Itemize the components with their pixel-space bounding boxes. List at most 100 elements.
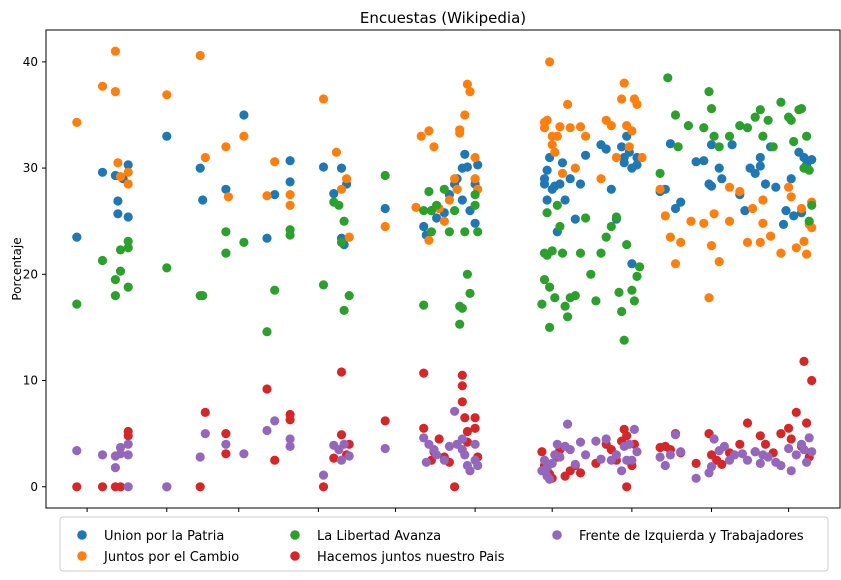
- data-point: [807, 200, 817, 210]
- data-point: [72, 299, 82, 309]
- data-point: [632, 271, 642, 281]
- legend: Union por la Patria Juntos por el Cambio L…: [59, 516, 829, 572]
- data-point: [799, 236, 809, 246]
- data-point: [565, 174, 575, 184]
- data-point: [735, 121, 745, 131]
- y-axis-label: Porcentaje: [10, 237, 24, 300]
- data-point: [115, 449, 126, 459]
- data-point: [457, 303, 467, 313]
- data-point: [542, 208, 552, 218]
- data-point: [457, 397, 467, 407]
- data-point: [789, 136, 799, 147]
- data-point: [123, 439, 133, 449]
- data-point: [706, 181, 717, 191]
- data-point: [537, 299, 547, 309]
- data-point: [724, 131, 735, 141]
- data-point: [655, 452, 665, 462]
- data-point: [706, 462, 717, 472]
- data-point: [419, 423, 429, 433]
- data-point: [683, 121, 694, 131]
- data-point: [123, 243, 133, 253]
- data-point: [331, 147, 341, 157]
- data-point: [727, 140, 737, 150]
- data-point: [596, 454, 606, 464]
- data-point: [110, 46, 120, 56]
- data-point: [704, 293, 714, 303]
- data-point: [606, 121, 616, 131]
- plot-frame: [45, 29, 841, 509]
- legend-label: Frente de Izquierda y Trabajadores: [579, 529, 804, 544]
- data-point: [123, 450, 133, 460]
- legend-label: Union por la Patria: [104, 529, 224, 544]
- data-point: [424, 186, 434, 197]
- data-point: [221, 429, 231, 439]
- data-point: [470, 439, 480, 449]
- data-point: [606, 184, 616, 194]
- data-point: [676, 237, 686, 247]
- data-point: [763, 115, 773, 125]
- data-point: [336, 184, 347, 194]
- data-point: [380, 416, 390, 426]
- data-point: [336, 237, 347, 247]
- data-point: [627, 259, 637, 269]
- data-point: [557, 248, 568, 258]
- data-point: [804, 216, 814, 226]
- data-point: [663, 73, 673, 83]
- data-point: [432, 200, 442, 210]
- data-point: [465, 288, 475, 298]
- data-point: [563, 312, 573, 322]
- data-point: [655, 184, 665, 194]
- data-point: [473, 160, 483, 170]
- y-tick-label: 10: [23, 374, 38, 388]
- data-point: [239, 110, 249, 120]
- data-point: [285, 434, 295, 444]
- data-point: [570, 291, 580, 301]
- data-point: [611, 152, 622, 163]
- data-point: [123, 282, 133, 292]
- data-point: [557, 168, 568, 178]
- data-point: [735, 186, 745, 197]
- data-point: [419, 368, 429, 378]
- data-point: [719, 441, 730, 451]
- plot-area: [72, 46, 817, 492]
- data-point: [660, 460, 670, 471]
- data-point: [627, 126, 637, 136]
- data-point: [740, 206, 750, 216]
- data-point: [614, 287, 624, 297]
- data-point: [329, 189, 339, 199]
- data-point: [622, 431, 632, 441]
- data-point: [796, 104, 807, 114]
- data-point: [545, 322, 555, 332]
- data-point: [601, 144, 611, 154]
- data-point: [617, 306, 627, 317]
- data-point: [115, 266, 126, 276]
- data-point: [665, 139, 676, 149]
- data-point: [784, 182, 794, 192]
- data-point: [629, 296, 640, 306]
- data-point: [470, 413, 480, 423]
- data-point: [542, 115, 552, 125]
- data-point: [221, 227, 231, 237]
- data-point: [786, 434, 796, 444]
- data-point: [717, 174, 727, 184]
- data-point: [123, 236, 133, 246]
- series-5: [72, 406, 817, 492]
- data-point: [339, 216, 349, 226]
- data-point: [285, 177, 295, 187]
- data-point: [575, 248, 586, 258]
- data-point: [606, 221, 616, 232]
- data-point: [450, 174, 460, 184]
- data-point: [611, 450, 622, 460]
- data-point: [318, 482, 329, 492]
- data-point: [575, 179, 586, 189]
- data-point: [419, 221, 429, 232]
- data-point: [162, 482, 172, 492]
- data-point: [755, 152, 765, 163]
- data-point: [768, 142, 778, 152]
- data-point: [676, 447, 686, 457]
- data-point: [555, 179, 565, 189]
- data-point: [457, 370, 467, 380]
- data-point: [601, 434, 611, 444]
- data-point: [72, 232, 82, 242]
- data-point: [198, 195, 208, 205]
